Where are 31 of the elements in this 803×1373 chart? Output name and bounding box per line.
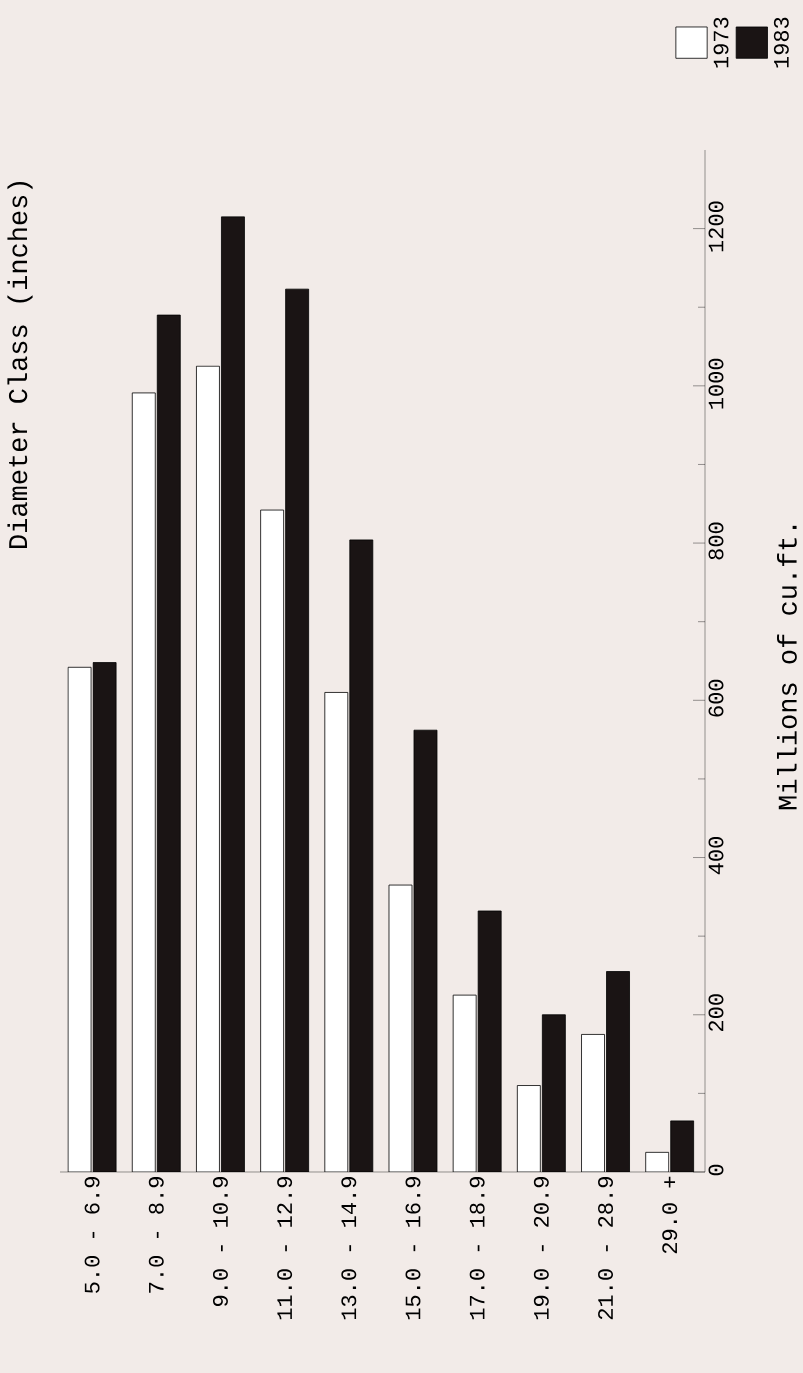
bar (92, 662, 117, 1172)
legend-label: 1983 (773, 17, 789, 68)
x-tick-label: 7.0 - 8.9 (148, 1177, 164, 1293)
y-tick-label: 800 (708, 522, 724, 560)
x-tick-label: 17.0 - 18.9 (469, 1177, 485, 1320)
bar (477, 910, 502, 1172)
bar (670, 1120, 695, 1172)
x-tick-label: 15.0 - 16.9 (405, 1177, 421, 1320)
x-tick-label: 19.0 - 20.9 (533, 1177, 549, 1320)
y-tick-label: 1200 (708, 201, 724, 252)
bar (413, 729, 438, 1172)
y-tick-label: 1000 (708, 358, 724, 409)
y-tick-label: 200 (708, 994, 724, 1032)
x-tick-label: 13.0 - 14.9 (341, 1177, 357, 1320)
x-tick-label: 9.0 - 10.9 (212, 1177, 228, 1307)
y-tick-label: 400 (708, 837, 724, 875)
x-tick-label: 21.0 - 28.9 (598, 1177, 613, 1320)
bar (606, 971, 630, 1172)
legend-label: 1973 (713, 17, 729, 68)
y-tick-label: 0 (708, 1164, 724, 1176)
bar (285, 288, 310, 1172)
y-tick-label: 600 (708, 679, 724, 717)
bar (156, 314, 181, 1172)
x-tick-label: 11.0 - 12.9 (277, 1177, 293, 1320)
text: Diameter Class (inches) (7, 181, 33, 548)
bar (349, 539, 374, 1172)
bar (541, 1014, 566, 1172)
y-axis-title: Millions of cu.ft. (776, 525, 797, 810)
x-tick-label: 5.0 - 6.9 (84, 1177, 100, 1293)
x-tick-label: 29.0 + (662, 1176, 678, 1254)
bar (221, 216, 245, 1172)
